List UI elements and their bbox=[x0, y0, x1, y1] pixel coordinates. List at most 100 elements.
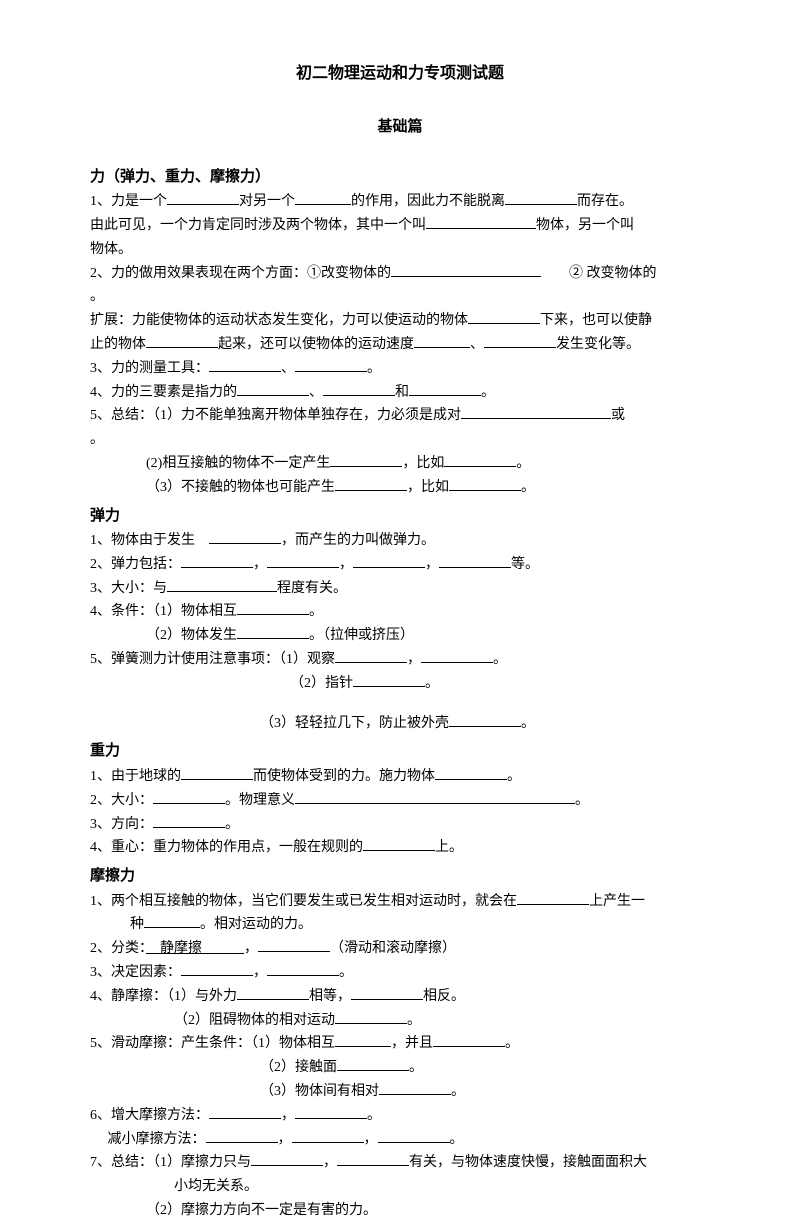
text: 。 bbox=[575, 793, 589, 808]
blank[interactable] bbox=[468, 310, 540, 324]
blank[interactable] bbox=[484, 334, 556, 348]
blank[interactable] bbox=[353, 673, 425, 687]
text: 物体。 bbox=[90, 242, 132, 257]
blank[interactable] bbox=[414, 334, 470, 348]
blank[interactable] bbox=[433, 1033, 505, 1047]
blank[interactable] bbox=[351, 986, 423, 1000]
blank[interactable] bbox=[330, 453, 402, 467]
blank[interactable] bbox=[295, 790, 351, 804]
blank[interactable] bbox=[353, 554, 425, 568]
blank[interactable] bbox=[351, 790, 407, 804]
blank[interactable] bbox=[435, 766, 507, 780]
text: 4、静摩擦：（1）与外力 bbox=[90, 989, 237, 1004]
blank[interactable] bbox=[439, 554, 511, 568]
blank[interactable] bbox=[337, 1152, 409, 1166]
blank[interactable] bbox=[209, 358, 281, 372]
text: ， bbox=[364, 1132, 378, 1147]
text-line: 7、总结：（1）摩擦力只与，有关，与物体速度快慢，接触面面积大 bbox=[90, 1151, 710, 1175]
blank[interactable] bbox=[409, 382, 481, 396]
blank[interactable] bbox=[335, 1010, 407, 1024]
text: ，而产生的力叫做弹力。 bbox=[281, 533, 435, 548]
blank[interactable] bbox=[449, 477, 521, 491]
doc-subtitle: 基础篇 bbox=[90, 115, 710, 141]
section-force-head: 力（弹力、重力、摩擦力） bbox=[90, 165, 710, 191]
text: 发生变化等。 bbox=[556, 337, 640, 352]
blank[interactable] bbox=[267, 962, 339, 976]
blank[interactable] bbox=[251, 1152, 323, 1166]
text: （2）摩擦力方向不一定是有害的力。 bbox=[146, 1203, 377, 1218]
text: 。 bbox=[505, 1036, 519, 1051]
blank[interactable] bbox=[519, 790, 575, 804]
blank[interactable] bbox=[237, 601, 309, 615]
text: 2、弹力包括： bbox=[90, 557, 181, 572]
blank[interactable] bbox=[335, 477, 407, 491]
text: 。 bbox=[521, 480, 535, 495]
blank[interactable] bbox=[421, 649, 493, 663]
blank[interactable] bbox=[267, 554, 339, 568]
section-gravity-head: 重力 bbox=[90, 739, 710, 765]
blank[interactable] bbox=[167, 191, 239, 205]
text: 。 bbox=[409, 1060, 423, 1075]
text: 起来，还可以使物体的运动速度 bbox=[218, 337, 414, 352]
blank[interactable] bbox=[378, 1129, 450, 1143]
blank[interactable] bbox=[463, 790, 519, 804]
text-line: 3、力的测量工具：、。 bbox=[90, 357, 710, 381]
text: 种 bbox=[130, 917, 144, 932]
text: ，并且 bbox=[391, 1036, 433, 1051]
blank[interactable] bbox=[144, 914, 200, 928]
blank[interactable] bbox=[295, 191, 351, 205]
blank[interactable] bbox=[237, 625, 309, 639]
blank[interactable] bbox=[237, 986, 309, 1000]
blank[interactable] bbox=[426, 215, 536, 229]
blank[interactable] bbox=[323, 382, 395, 396]
blank[interactable] bbox=[407, 790, 463, 804]
text-line: 物体。 bbox=[90, 238, 710, 262]
section-friction-head: 摩擦力 bbox=[90, 864, 710, 890]
blank[interactable] bbox=[295, 1105, 367, 1119]
blank[interactable] bbox=[449, 713, 521, 727]
blank[interactable] bbox=[153, 790, 225, 804]
text: 3、决定因素： bbox=[90, 965, 181, 980]
blank[interactable] bbox=[209, 1105, 281, 1119]
blank[interactable] bbox=[181, 554, 253, 568]
text: （2）阻碍物体的相对运动 bbox=[174, 1013, 335, 1028]
text: 程度有关。 bbox=[277, 581, 347, 596]
text: ， bbox=[425, 557, 439, 572]
text: ， bbox=[339, 557, 353, 572]
blank[interactable] bbox=[167, 578, 277, 592]
blank[interactable] bbox=[379, 1081, 451, 1095]
text: 。 bbox=[451, 1084, 465, 1099]
doc-title: 初二物理运动和力专项测试题 bbox=[90, 60, 710, 87]
blank[interactable] bbox=[337, 1057, 409, 1071]
blank[interactable] bbox=[146, 334, 218, 348]
blank[interactable] bbox=[209, 530, 281, 544]
blank[interactable] bbox=[181, 962, 253, 976]
blank[interactable] bbox=[444, 453, 516, 467]
blank[interactable] bbox=[517, 891, 589, 905]
blank[interactable] bbox=[237, 382, 309, 396]
blank[interactable] bbox=[461, 405, 611, 419]
text-line: 4、力的三要素是指力的、和。 bbox=[90, 381, 710, 405]
blank[interactable] bbox=[181, 766, 253, 780]
blank[interactable] bbox=[363, 837, 435, 851]
text-line: 1、力是一个对另一个的作用，因此力不能脱离而存在。 bbox=[90, 190, 710, 214]
blank[interactable] bbox=[153, 814, 225, 828]
text: 3、方向： bbox=[90, 817, 153, 832]
blank[interactable] bbox=[292, 1129, 364, 1143]
text: 。 bbox=[481, 385, 495, 400]
blank[interactable] bbox=[335, 649, 407, 663]
blank[interactable] bbox=[258, 938, 330, 952]
text: 由此可见，一个力肯定同时涉及两个物体，其中一个叫 bbox=[90, 218, 426, 233]
blank[interactable] bbox=[295, 358, 367, 372]
text-line: （2）物体发生。（拉伸或挤压） bbox=[90, 624, 710, 648]
text-line: 。 bbox=[90, 428, 710, 452]
blank[interactable] bbox=[335, 1033, 391, 1047]
text: 。物理意义 bbox=[225, 793, 295, 808]
text: 。 bbox=[90, 432, 104, 447]
blank[interactable] bbox=[391, 263, 541, 277]
blank[interactable] bbox=[505, 191, 577, 205]
text: 等。 bbox=[511, 557, 539, 572]
text-line: 1、由于地球的而使物体受到的力。施力物体。 bbox=[90, 765, 710, 789]
text: 。 bbox=[507, 769, 521, 784]
blank[interactable] bbox=[206, 1129, 278, 1143]
